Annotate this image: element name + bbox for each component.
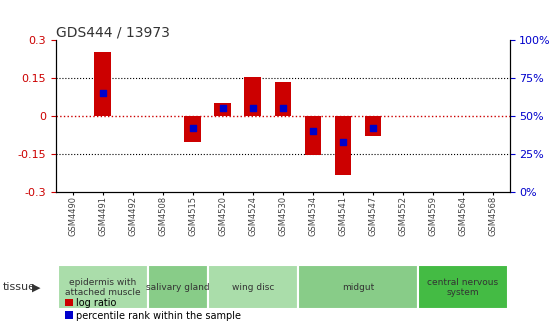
Bar bbox=[214, 103, 231, 116]
Text: salivary gland: salivary gland bbox=[146, 283, 209, 292]
Bar bbox=[335, 116, 351, 175]
Point bbox=[218, 106, 227, 111]
Text: tissue: tissue bbox=[3, 282, 36, 292]
Text: GDS444 / 13973: GDS444 / 13973 bbox=[56, 25, 170, 39]
Bar bbox=[58, 265, 148, 309]
Bar bbox=[208, 265, 298, 309]
Point bbox=[278, 106, 287, 111]
Bar bbox=[305, 116, 321, 155]
Text: midgut: midgut bbox=[342, 283, 374, 292]
Bar bbox=[365, 116, 381, 136]
Point bbox=[98, 91, 107, 96]
Bar bbox=[148, 265, 208, 309]
Text: epidermis with
attached muscle: epidermis with attached muscle bbox=[65, 278, 141, 297]
Point bbox=[368, 125, 377, 131]
Point bbox=[338, 139, 347, 144]
Bar bbox=[274, 82, 291, 116]
Text: wing disc: wing disc bbox=[232, 283, 274, 292]
Legend: log ratio, percentile rank within the sample: log ratio, percentile rank within the sa… bbox=[61, 294, 245, 325]
Point bbox=[248, 106, 257, 111]
Bar bbox=[94, 52, 111, 116]
Bar bbox=[245, 77, 261, 116]
Text: central nervous
system: central nervous system bbox=[427, 278, 498, 297]
Point bbox=[309, 128, 318, 134]
Bar bbox=[418, 265, 508, 309]
Text: ▶: ▶ bbox=[32, 282, 41, 292]
Bar bbox=[298, 265, 418, 309]
Point bbox=[188, 125, 197, 131]
Bar bbox=[184, 116, 201, 142]
